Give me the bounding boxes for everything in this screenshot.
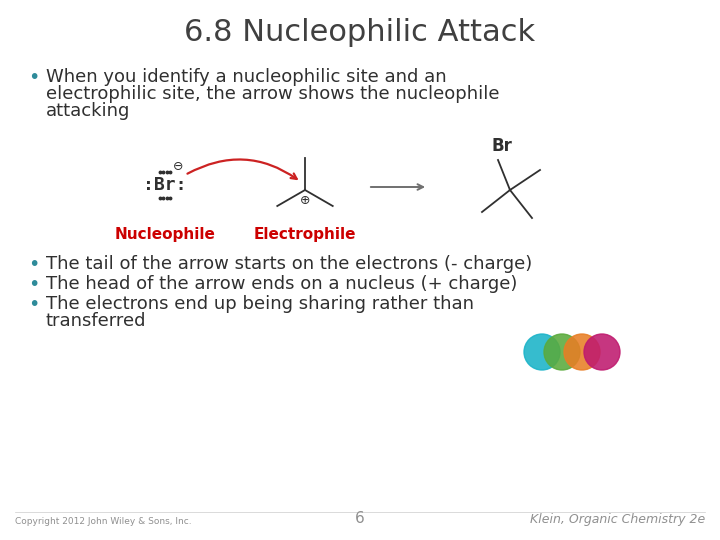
Text: electrophilic site, the arrow shows the nucleophile: electrophilic site, the arrow shows the … bbox=[46, 85, 500, 103]
Text: ⊖: ⊖ bbox=[173, 160, 184, 173]
Circle shape bbox=[524, 334, 560, 370]
Circle shape bbox=[544, 334, 580, 370]
Text: The tail of the arrow starts on the electrons (- charge): The tail of the arrow starts on the elec… bbox=[46, 255, 532, 273]
Text: 6: 6 bbox=[355, 511, 365, 526]
Circle shape bbox=[584, 334, 620, 370]
Text: Nucleophile: Nucleophile bbox=[114, 227, 215, 242]
Text: ⊕: ⊕ bbox=[300, 193, 310, 206]
Text: When you identify a nucleophilic site and an: When you identify a nucleophilic site an… bbox=[46, 68, 446, 86]
Text: Br: Br bbox=[492, 137, 513, 155]
Text: The electrons end up being sharing rather than: The electrons end up being sharing rathe… bbox=[46, 295, 474, 313]
Text: •: • bbox=[28, 275, 40, 294]
Text: •: • bbox=[28, 68, 40, 87]
Text: The head of the arrow ends on a nucleus (+ charge): The head of the arrow ends on a nucleus … bbox=[46, 275, 518, 293]
Text: Copyright 2012 John Wiley & Sons, Inc.: Copyright 2012 John Wiley & Sons, Inc. bbox=[15, 517, 192, 526]
Text: Electrophile: Electrophile bbox=[253, 227, 356, 242]
Text: •: • bbox=[28, 255, 40, 274]
Circle shape bbox=[564, 334, 600, 370]
Text: attacking: attacking bbox=[46, 102, 130, 120]
Text: 6.8 Nucleophilic Attack: 6.8 Nucleophilic Attack bbox=[184, 18, 536, 47]
Text: •: • bbox=[28, 295, 40, 314]
Text: transferred: transferred bbox=[46, 312, 146, 330]
Text: Klein, Organic Chemistry 2e: Klein, Organic Chemistry 2e bbox=[530, 513, 705, 526]
Text: :Br:: :Br: bbox=[143, 176, 186, 194]
